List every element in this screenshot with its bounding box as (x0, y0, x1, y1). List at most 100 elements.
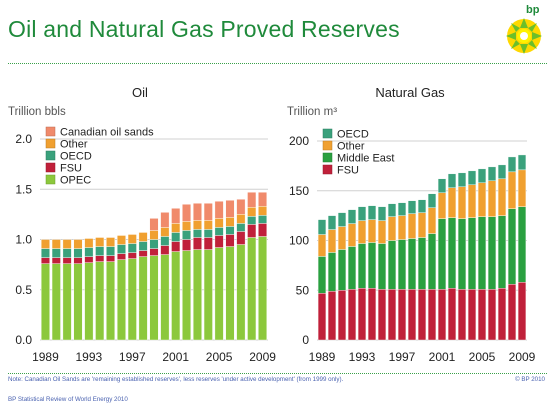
oil-bar-other (73, 239, 83, 249)
gas-bar-oecd (357, 206, 367, 221)
oil-bar-canadian-oil-sands (160, 212, 170, 228)
gas-bar-fsu (377, 289, 387, 341)
oil-bar-opec (73, 263, 83, 341)
gas-bar-other (427, 207, 437, 234)
oil-legend-swatch (45, 138, 56, 149)
gas-bar-fsu (427, 289, 437, 341)
page-title: Oil and Natural Gas Proved Reserves (8, 16, 400, 42)
gas-bar-other (347, 223, 357, 247)
gas-x-tick-label: 1997 (389, 350, 416, 364)
oil-bar-other (40, 239, 50, 249)
gas-bar-oecd (507, 156, 517, 173)
oil-bar-fsu (149, 248, 159, 256)
gas-bar-middle-east (337, 249, 347, 291)
oil-bar-opec (106, 261, 116, 341)
gas-bar-fsu (517, 282, 527, 341)
gas-bar-other (357, 220, 367, 244)
oil-bar-oecd (95, 246, 105, 256)
oil-bar-other (192, 220, 202, 230)
oil-x-tick-label: 2009 (249, 350, 276, 364)
oil-bar-opec (84, 262, 94, 341)
gas-bar-oecd (427, 193, 437, 208)
oil-x-tick-label: 1989 (32, 350, 59, 364)
oil-bar-fsu (182, 239, 192, 251)
gas-bar-other (367, 219, 377, 243)
oil-bar-canadian-oil-sands (247, 192, 257, 208)
oil-bar-other (127, 234, 137, 244)
gas-bar-oecd (487, 166, 497, 181)
oil-bar-canadian-oil-sands (192, 203, 202, 221)
oil-legend-swatch (45, 126, 56, 137)
oil-bar-fsu (225, 234, 235, 247)
oil-bar-other (182, 221, 192, 231)
gas-legend-swatch (322, 164, 333, 175)
gas-x-tick-label: 2009 (509, 350, 536, 364)
gas-bar-other (487, 180, 497, 217)
gas-bar-middle-east (437, 218, 447, 290)
oil-bar-opec (51, 263, 61, 341)
gas-bar-middle-east (407, 238, 417, 290)
gas-chart-title: Natural Gas (375, 85, 445, 100)
gas-bar-fsu (337, 290, 347, 341)
oil-bar-opec (225, 246, 235, 341)
gas-bar-fsu (387, 289, 397, 341)
oil-bar-other (116, 235, 126, 245)
oil-y-tick-label: 1.0 (15, 233, 32, 247)
oil-bar-other (171, 223, 181, 233)
oil-x-tick-label: 2001 (162, 350, 189, 364)
gas-bar-middle-east (387, 240, 397, 290)
oil-bar-opec (182, 250, 192, 341)
gas-bar-fsu (457, 289, 467, 341)
oil-bar-canadian-oil-sands (182, 204, 192, 222)
oil-bar-oecd (192, 229, 202, 238)
oil-bar-opec (95, 261, 105, 341)
oil-y-tick-label: 1.5 (15, 182, 32, 196)
gas-bar-fsu (327, 291, 337, 341)
gas-x-tick-label: 1993 (349, 350, 376, 364)
gas-bar-fsu (357, 288, 367, 341)
oil-bar-fsu (171, 241, 181, 252)
oil-bar-oecd (73, 248, 83, 258)
oil-legend-swatch (45, 150, 56, 161)
oil-bar-fsu (40, 257, 50, 264)
oil-legend-label: OECD (60, 151, 92, 163)
gas-legend-swatch (322, 152, 333, 163)
oil-legend-label: OPEC (60, 175, 91, 187)
oil-legend-label: Canadian oil sands (60, 127, 154, 139)
gas-bar-oecd (367, 205, 377, 220)
gas-bar-fsu (507, 284, 517, 341)
oil-bar-opec (214, 247, 224, 341)
gas-legend-swatch (322, 140, 333, 151)
oil-bar-oecd (40, 248, 50, 258)
oil-legend-swatch (45, 162, 56, 173)
gas-bar-oecd (517, 154, 527, 171)
oil-y-tick-label: 0.0 (15, 333, 32, 347)
bp-helios-logo (502, 8, 546, 58)
oil-y-tick-label: 2.0 (15, 132, 32, 146)
gas-bar-other (467, 184, 477, 218)
oil-bar-fsu (160, 245, 170, 255)
gas-y-tick-label: 100 (289, 234, 309, 248)
gas-legend-label: Middle East (337, 153, 394, 165)
copyright: © BP 2010 (515, 376, 545, 383)
oil-bar-oecd (149, 239, 159, 249)
oil-bar-fsu (247, 224, 257, 238)
oil-bar-canadian-oil-sands (236, 199, 246, 215)
gas-bar-middle-east (417, 237, 427, 290)
gas-bar-middle-east (367, 242, 377, 289)
oil-bar-oecd (182, 230, 192, 240)
oil-bar-opec (127, 258, 137, 341)
oil-bar-canadian-oil-sands (149, 218, 159, 231)
gas-bar-oecd (377, 206, 387, 221)
oil-bar-other (106, 237, 116, 247)
gas-bar-oecd (477, 168, 487, 183)
gas-bar-fsu (437, 289, 447, 341)
gas-bar-middle-east (507, 208, 517, 285)
oil-y-tick-label: 0.5 (15, 283, 32, 297)
gas-bar-middle-east (347, 246, 357, 290)
gas-bar-fsu (367, 288, 377, 341)
oil-bar-fsu (106, 255, 116, 262)
oil-bar-oecd (160, 236, 170, 246)
oil-bar-canadian-oil-sands (203, 203, 213, 221)
oil-bar-oecd (116, 244, 126, 254)
